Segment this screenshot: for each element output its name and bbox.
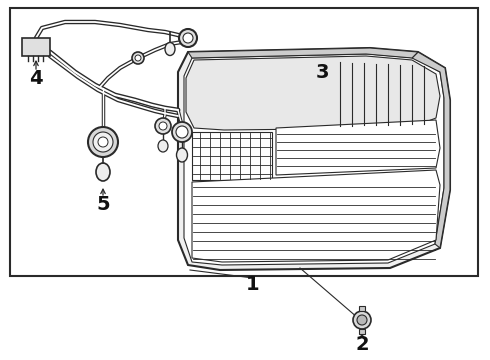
Ellipse shape — [165, 42, 175, 55]
Circle shape — [93, 132, 113, 152]
Circle shape — [357, 315, 367, 325]
Text: 5: 5 — [96, 195, 110, 215]
Text: 2: 2 — [355, 336, 369, 355]
Polygon shape — [192, 170, 440, 262]
Circle shape — [183, 33, 193, 43]
Circle shape — [135, 55, 141, 61]
Circle shape — [176, 126, 188, 138]
Circle shape — [155, 118, 171, 134]
Circle shape — [179, 29, 197, 47]
Text: 4: 4 — [29, 68, 43, 87]
Circle shape — [132, 52, 144, 64]
Bar — [22, 38, 50, 56]
Ellipse shape — [176, 148, 188, 162]
Text: 3: 3 — [315, 63, 329, 81]
Circle shape — [88, 127, 118, 157]
Bar — [10, 8, 478, 276]
Circle shape — [98, 137, 108, 147]
Polygon shape — [188, 48, 418, 58]
Circle shape — [172, 122, 192, 142]
Bar — [359, 329, 365, 334]
Polygon shape — [186, 56, 440, 130]
Polygon shape — [276, 120, 440, 175]
Polygon shape — [184, 54, 444, 265]
Bar — [359, 306, 365, 311]
Circle shape — [159, 122, 167, 130]
Polygon shape — [192, 132, 272, 180]
Polygon shape — [178, 48, 450, 270]
Polygon shape — [412, 52, 450, 248]
Ellipse shape — [96, 163, 110, 181]
Ellipse shape — [158, 140, 168, 152]
Circle shape — [353, 311, 371, 329]
Text: 1: 1 — [246, 275, 260, 294]
